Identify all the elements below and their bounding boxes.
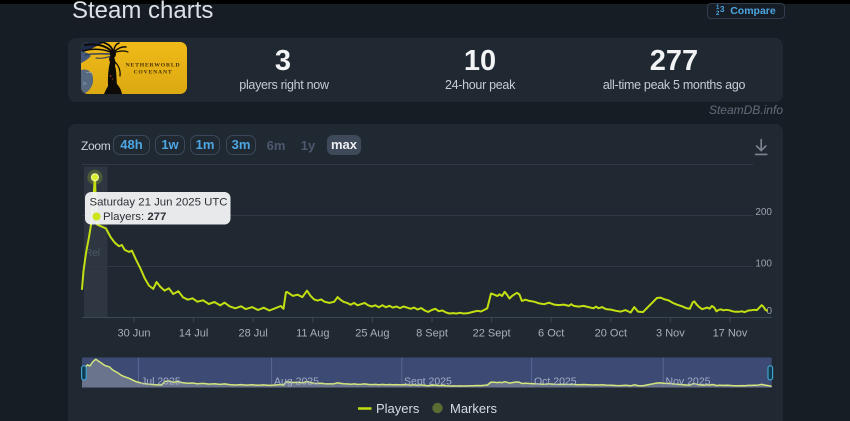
svg-text:22 Sept: 22 Sept (473, 328, 511, 340)
svg-text:Nov 2025: Nov 2025 (666, 376, 711, 388)
svg-text:Sept 2025: Sept 2025 (404, 376, 452, 388)
svg-text:NETHERWORLD: NETHERWORLD (126, 62, 181, 68)
svg-text:Players: 277: Players: 277 (103, 211, 166, 223)
svg-text:Saturday 21 Jun 2025 UTC: Saturday 21 Jun 2025 UTC (90, 197, 228, 209)
svg-text:Rel: Rel (85, 248, 100, 259)
svg-text:3 Nov: 3 Nov (656, 328, 685, 340)
svg-text:Jul 2025: Jul 2025 (141, 376, 181, 388)
svg-text:Oct 2025: Oct 2025 (534, 376, 577, 388)
svg-text:17 Nov: 17 Nov (713, 328, 748, 340)
svg-text:20 Oct: 20 Oct (595, 328, 627, 340)
svg-text:8 Sept: 8 Sept (416, 328, 448, 340)
svg-text:2: 2 (716, 11, 720, 15)
svg-text:3: 3 (720, 5, 725, 14)
svg-text:11 Aug: 11 Aug (296, 328, 329, 340)
svg-text:0: 0 (766, 306, 772, 317)
svg-text:14 Jul: 14 Jul (179, 328, 208, 340)
svg-text:30 Jun: 30 Jun (117, 328, 150, 340)
svg-text:6 Oct: 6 Oct (538, 328, 564, 340)
svg-text:Markers: Markers (450, 401, 497, 416)
svg-text:100: 100 (755, 258, 772, 269)
svg-text:200: 200 (755, 207, 772, 218)
svg-text:Aug 2025: Aug 2025 (274, 376, 319, 388)
svg-text:1: 1 (716, 5, 720, 11)
svg-text:Players: Players (376, 401, 420, 416)
svg-text:28 Jul: 28 Jul (239, 328, 268, 340)
svg-text:COVENANT: COVENANT (134, 69, 173, 75)
svg-text:25 Aug: 25 Aug (355, 328, 389, 340)
